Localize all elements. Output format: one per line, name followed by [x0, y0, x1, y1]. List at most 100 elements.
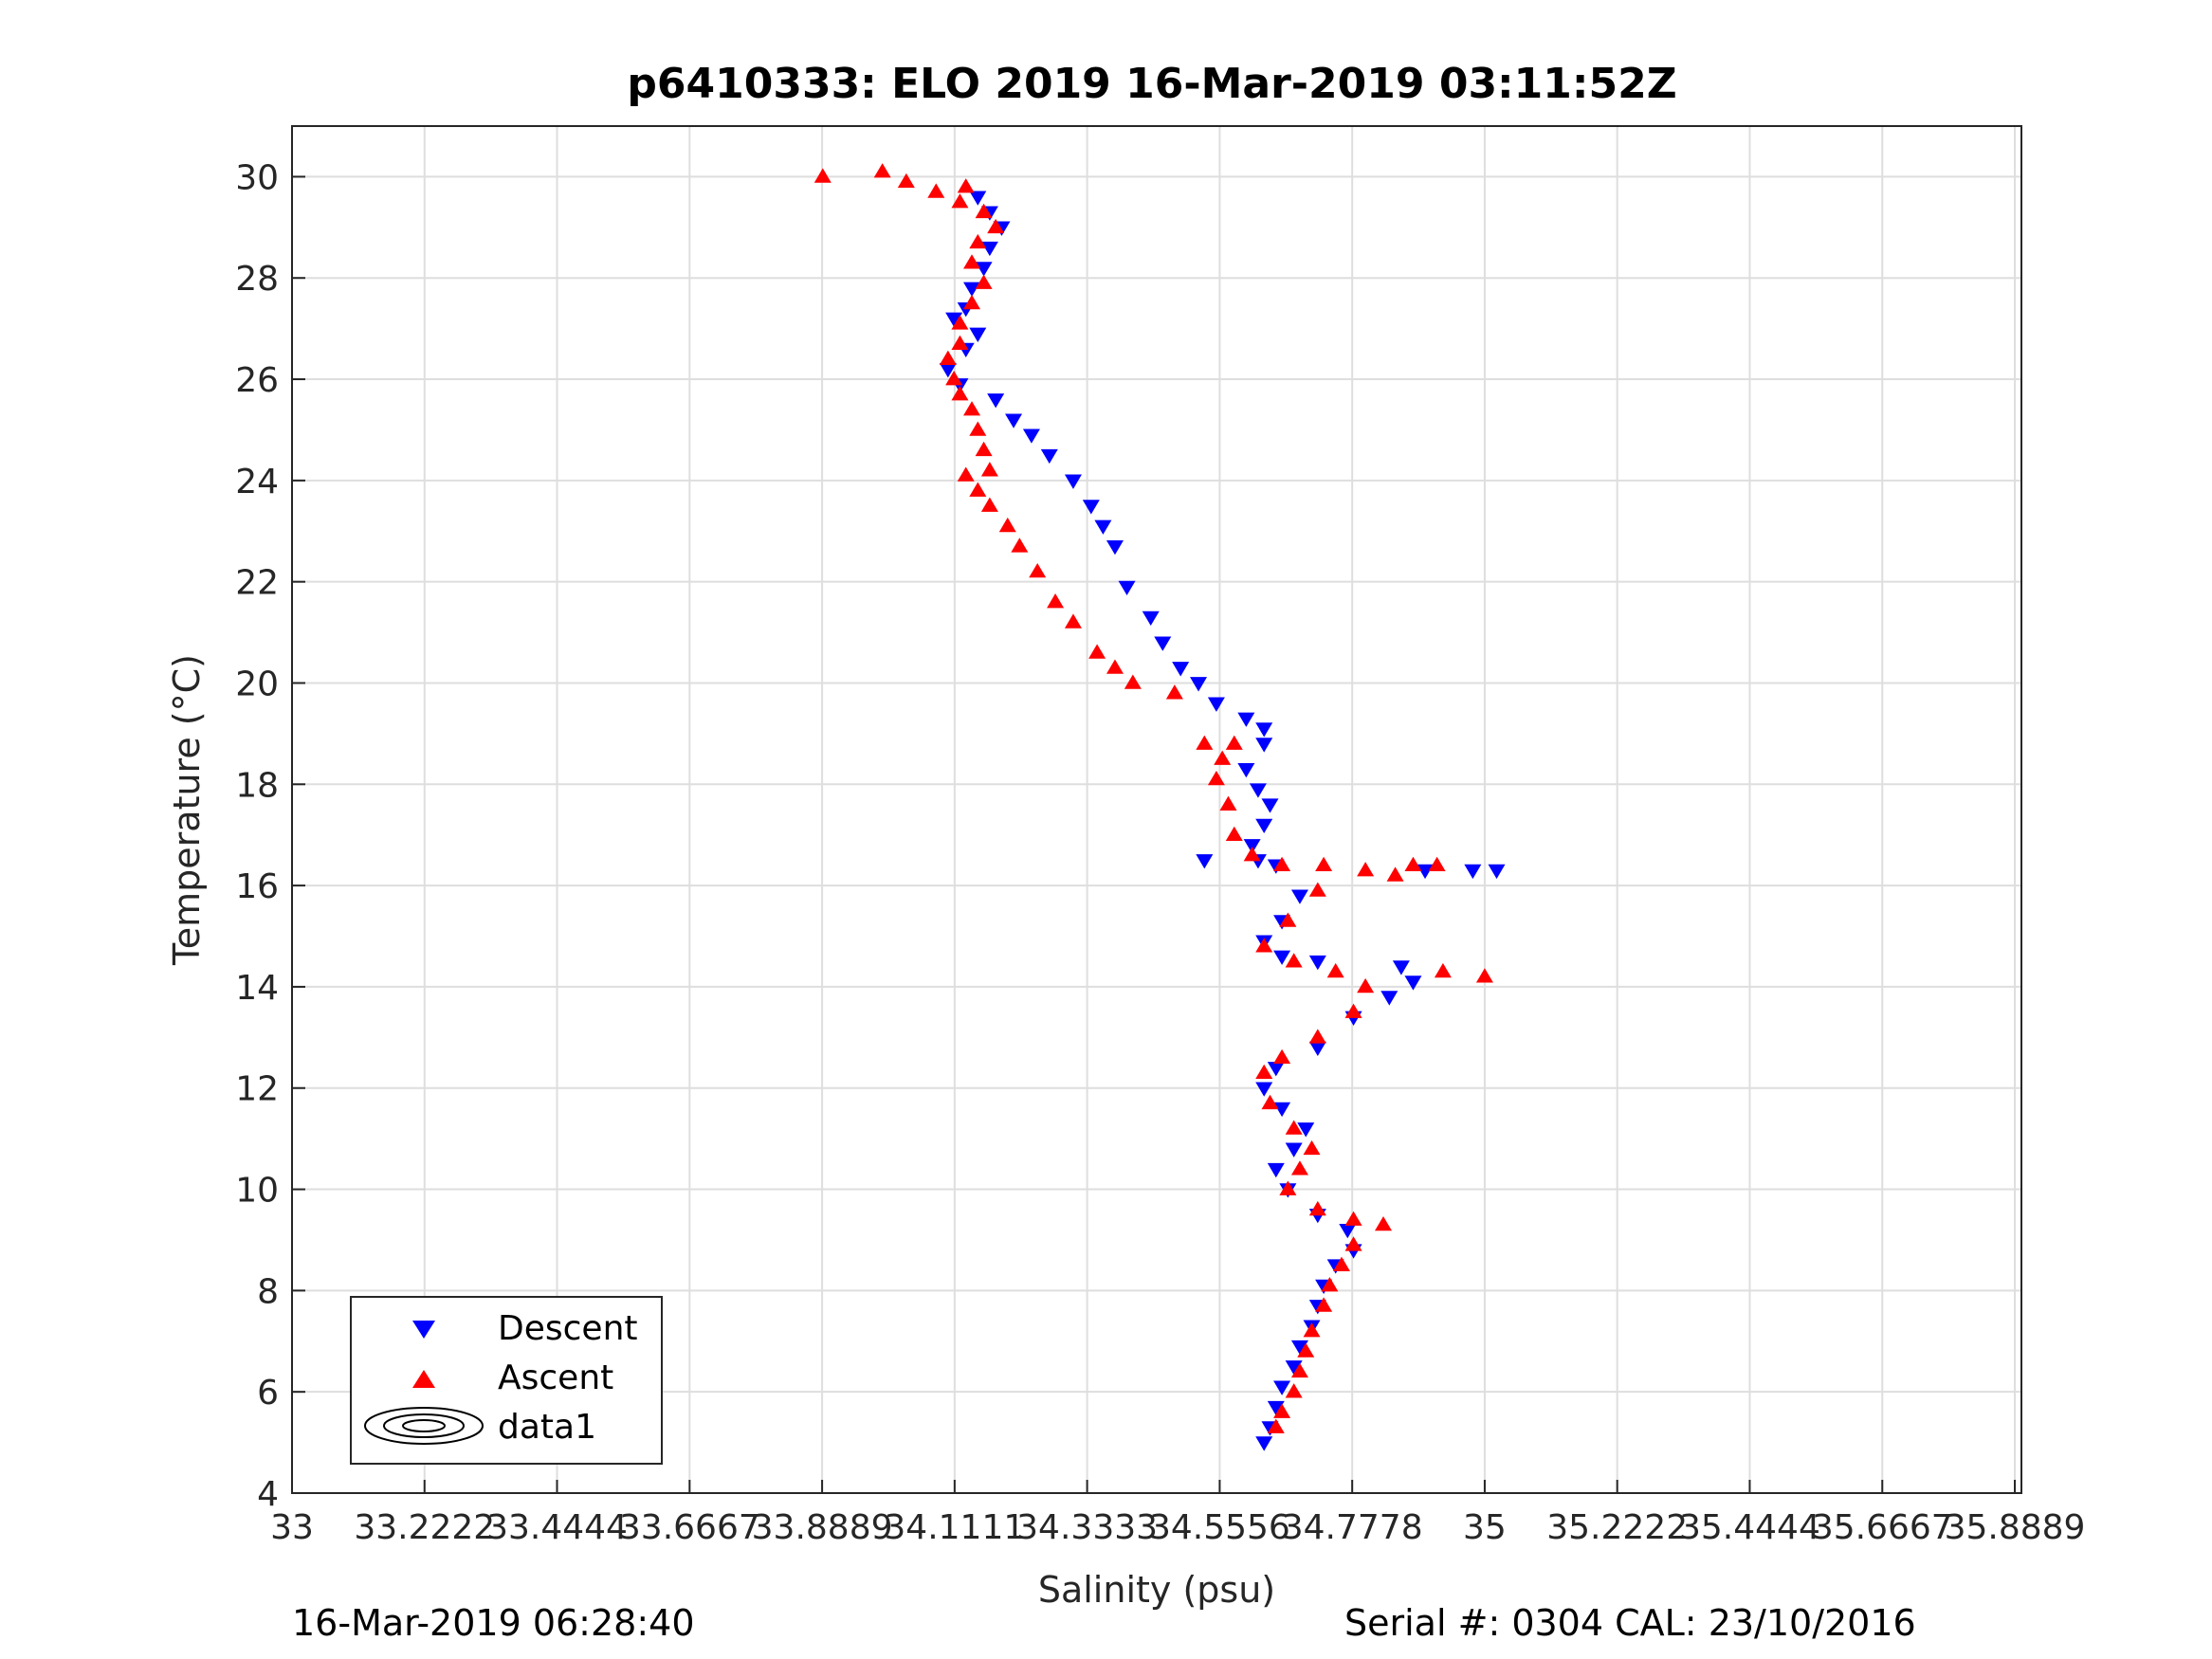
x-tick-label: 34.5556: [1149, 1508, 1290, 1547]
y-tick-label: 22: [235, 564, 279, 603]
x-tick-label: 35.2222: [1546, 1508, 1688, 1547]
ascent-point: [951, 193, 969, 209]
x-axis-label: Salinity (psu): [1038, 1569, 1275, 1611]
legend-descent-label: Descent: [498, 1309, 638, 1348]
descent-point: [1273, 1102, 1291, 1118]
ascent-point: [1267, 1418, 1285, 1433]
descent-point: [1255, 1082, 1273, 1097]
ascent-point: [951, 315, 969, 330]
descent-point: [1106, 539, 1124, 556]
ascent-point: [1428, 856, 1446, 872]
ascent-point: [1303, 1139, 1321, 1156]
descent-point: [1290, 1340, 1308, 1356]
ascent-point: [1308, 1029, 1326, 1044]
ascent-point: [1088, 644, 1106, 659]
x-tick-labels: 33 33.222233.444433.666733.888934.111134.…: [270, 1508, 2085, 1547]
y-tick-label: 26: [235, 361, 279, 400]
ascent-point: [927, 183, 945, 198]
ascent-point: [939, 350, 957, 365]
ascent-point: [1321, 1277, 1339, 1292]
ascent-point: [969, 233, 987, 249]
descent-point: [963, 282, 981, 297]
ascent-point: [1357, 977, 1375, 994]
ascent-point: [1285, 953, 1303, 968]
y-tick-labels: 4 6 8 10 12 14 16 18 20 22 24 26 28 30: [235, 158, 279, 1514]
ascent-point: [1047, 593, 1065, 609]
ascent-point: [1196, 735, 1214, 750]
ascent-point: [1344, 1003, 1362, 1018]
descent-point: [1094, 520, 1112, 535]
x-tick-label: 33: [270, 1508, 314, 1547]
y-tick-label: 12: [235, 1070, 279, 1109]
descent-point: [1392, 960, 1410, 975]
descent-point: [1380, 991, 1398, 1006]
ascent-point: [980, 462, 998, 477]
descent-point: [1308, 955, 1326, 971]
ascent-point: [1285, 1120, 1303, 1135]
legend: Descent Ascent data1: [350, 1296, 663, 1465]
ascent-point: [1308, 882, 1326, 897]
legend-descent-marker: [412, 1321, 435, 1339]
descent-point: [1005, 413, 1023, 428]
ascent-point: [1303, 1322, 1321, 1338]
ascent-point: [1434, 962, 1452, 978]
ascent-point: [1290, 1160, 1308, 1176]
ascent-point: [951, 386, 969, 401]
descent-point: [1243, 839, 1261, 854]
ascent-point: [1207, 770, 1225, 786]
descent-point: [1464, 864, 1482, 880]
ascent-point: [1219, 795, 1237, 811]
descent-point: [969, 191, 987, 206]
ascent-point: [969, 482, 987, 497]
plot-frame: [291, 125, 2022, 1494]
ascent-point: [1279, 1180, 1297, 1195]
ascent-point: [1243, 847, 1261, 862]
x-tick-label: 33.4444: [486, 1508, 628, 1547]
ascent-point: [1290, 1362, 1308, 1378]
descent-point: [987, 393, 1005, 409]
x-tick-label: 35: [1463, 1508, 1507, 1547]
ascent-point: [945, 371, 963, 386]
descent-point: [1022, 428, 1040, 444]
ascent-point: [963, 294, 981, 310]
ascent-point: [1106, 659, 1124, 674]
descent-point: [1082, 500, 1100, 515]
descent-point: [1297, 1122, 1315, 1138]
x-tick-label: 34.1111: [884, 1508, 1025, 1547]
descent-point: [939, 363, 957, 378]
ascent-point: [975, 274, 993, 289]
ascent-point: [1064, 613, 1082, 629]
descent-point: [1285, 1360, 1303, 1376]
ascent-point: [1344, 1236, 1362, 1251]
ascent-point: [1404, 856, 1422, 872]
ascent-point: [1124, 674, 1142, 689]
y-tick-label: 16: [235, 867, 279, 906]
descent-point: [1290, 889, 1308, 904]
y-tick-label: 14: [235, 969, 279, 1008]
descent-point: [1249, 783, 1267, 798]
chart-title: p6410333: ELO 2019 16-Mar-2019 03:11:52Z: [627, 60, 1676, 108]
descent-point: [1207, 697, 1225, 712]
descent-point: [1237, 712, 1255, 727]
descent-point: [1196, 854, 1214, 869]
x-tick-label: 33.6667: [619, 1508, 760, 1547]
x-tick-label: 35.8889: [1945, 1508, 2086, 1547]
ascent-point: [1344, 1211, 1362, 1226]
descent-point: [1404, 975, 1422, 991]
ascent-point: [1273, 1048, 1291, 1064]
ascent-point: [1214, 750, 1232, 765]
ascent-point: [975, 203, 993, 219]
descent-point: [1255, 1436, 1273, 1451]
descent-point: [1273, 950, 1291, 965]
descent-point: [1308, 1041, 1326, 1057]
legend-ascent-label: Ascent: [498, 1358, 613, 1397]
ascent-point: [1357, 862, 1375, 877]
ascent-point: [1029, 562, 1047, 578]
ascent-point: [1273, 1403, 1291, 1418]
descent-point: [1267, 1400, 1285, 1416]
footer-timestamp: 16-Mar-2019 06:28:40: [292, 1602, 695, 1644]
descent-point: [1142, 611, 1160, 627]
x-tick-label: 35.6667: [1812, 1508, 1953, 1547]
y-tick-label: 10: [235, 1172, 279, 1211]
descent-point: [1255, 722, 1273, 738]
